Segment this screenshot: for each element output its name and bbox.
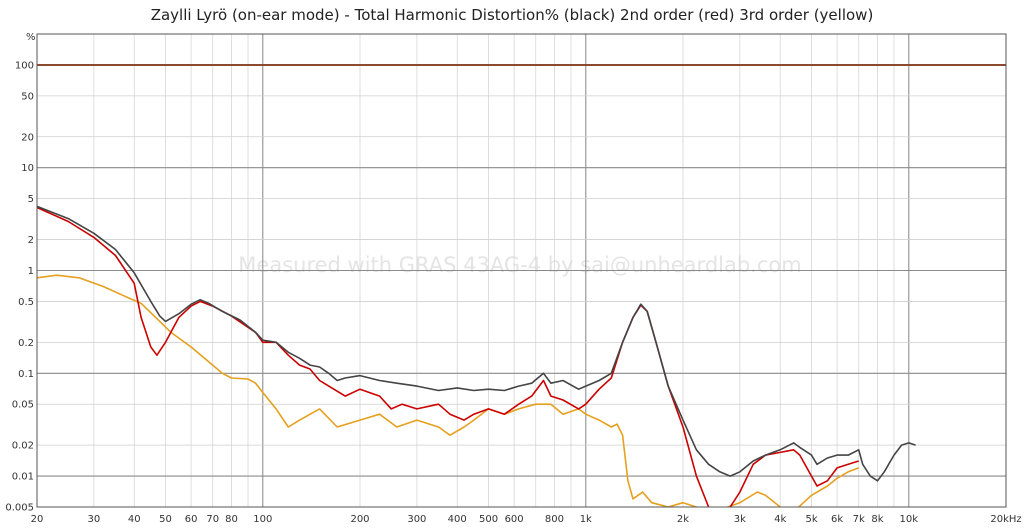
series-line-red [37, 206, 859, 507]
y-tick-label: 50 [21, 91, 34, 102]
y-tick-label: 2 [28, 235, 34, 246]
y-tick-label: 0.1 [18, 369, 34, 380]
x-tick-label: 60 [185, 514, 198, 525]
x-tick-label: 30 [88, 514, 101, 525]
y-tick-label: 1 [28, 266, 34, 277]
y-tick-label: 0.02 [12, 441, 34, 452]
x-tick-label: 200 [350, 514, 369, 525]
x-tick-label: 1k [580, 514, 592, 525]
x-tick-label: 600 [505, 514, 524, 525]
x-tick-label: 7k [853, 514, 865, 525]
series-group [37, 63, 1006, 507]
x-tick-label: 70 [206, 514, 219, 525]
y-tick-label: 20 [21, 132, 34, 143]
x-tick-label: 100 [253, 514, 272, 525]
x-tick-label: 8k [871, 514, 883, 525]
x-tick-label: 40 [128, 514, 141, 525]
y-tick-label: 5 [28, 194, 34, 205]
x-tick-label: 5k [805, 514, 817, 525]
x-tick-label: 4k [774, 514, 786, 525]
x-tick-label: 300 [407, 514, 426, 525]
x-tick-label: 2k [677, 514, 689, 525]
x-tick-label: 3k [734, 514, 746, 525]
x-tick-label: 20kHz [990, 514, 1021, 525]
tick-labels: 20 30 40 50 60 70 80 100 200 300 400 500 600 800 1k 2k 3… [5, 60, 1021, 525]
x-tick-label: 6k [831, 514, 843, 525]
y-tick-label: 0.2 [18, 338, 34, 349]
grid-lines [36, 33, 1007, 508]
y-tick-label: 0.01 [12, 472, 34, 483]
x-tick-label: 20 [31, 514, 44, 525]
y-unit-label: % [26, 32, 36, 43]
y-tick-label: 0.5 [18, 297, 34, 308]
x-tick-label: 10k [900, 514, 919, 525]
plot-frame [36, 33, 1007, 508]
chart-title: Zaylli Lyrö (on-ear mode) - Total Harmon… [150, 6, 874, 24]
y-tick-label: 0.005 [5, 503, 34, 514]
x-tick-label: 400 [448, 514, 467, 525]
y-tick-label: 10 [21, 163, 34, 174]
x-tick-label: 500 [479, 514, 498, 525]
y-tick-label: 100 [15, 60, 34, 71]
x-tick-label: 50 [159, 514, 172, 525]
y-tick-label: 0.05 [12, 400, 34, 411]
watermark-text: Measured with GRAS 43AG-4 by sai@unheard… [238, 253, 801, 277]
x-tick-label: 800 [545, 514, 564, 525]
x-tick-label: 80 [225, 514, 238, 525]
series-line-black [37, 205, 916, 482]
